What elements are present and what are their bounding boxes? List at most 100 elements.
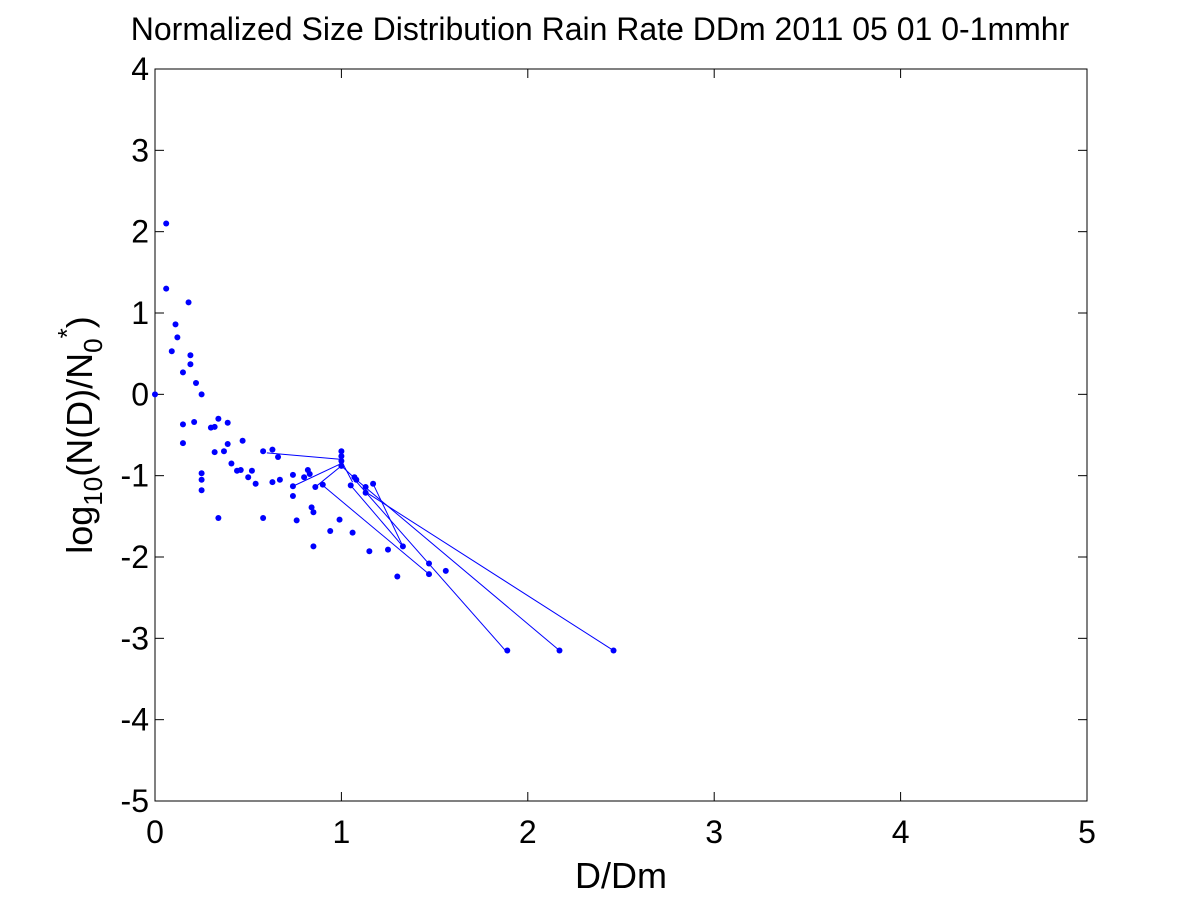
x-tick-label-1: 1 <box>333 814 351 850</box>
data-point-39 <box>289 471 296 478</box>
data-point-52 <box>336 516 343 523</box>
data-point-25 <box>224 440 231 447</box>
data-point-37 <box>275 453 282 460</box>
chart-title: Normalized Size Distribution Rain Rate D… <box>131 11 1070 47</box>
data-point-61 <box>362 484 369 491</box>
data-point-65 <box>385 546 391 553</box>
data-point-45 <box>306 471 313 478</box>
data-point-60 <box>353 476 360 483</box>
y-axis-label-middle: (N(D)/N <box>59 353 100 477</box>
data-point-20 <box>211 449 218 456</box>
x-tick-label-4: 4 <box>892 814 910 850</box>
data-point-64 <box>370 480 377 487</box>
data-point-56 <box>338 462 345 469</box>
x-tick-label-5: 5 <box>1078 814 1096 850</box>
y-tick-label-8: 3 <box>131 132 149 168</box>
y-axis-label-n-superscript: * <box>52 328 82 338</box>
y-tick-label-1: -4 <box>121 702 149 738</box>
x-tick-label-0: 0 <box>146 814 164 850</box>
data-point-31 <box>248 467 255 474</box>
data-point-33 <box>260 448 267 455</box>
data-point-67 <box>399 543 406 550</box>
data-point-63 <box>366 548 373 555</box>
data-point-14 <box>198 391 205 398</box>
data-point-17 <box>198 487 205 494</box>
x-tick-label-2: 2 <box>519 814 537 850</box>
data-point-9 <box>185 299 192 306</box>
data-point-68 <box>426 560 433 567</box>
axis-ticks <box>154 68 1088 802</box>
series-line-2 <box>314 465 342 488</box>
data-point-2 <box>163 285 170 292</box>
series-line-9 <box>322 485 430 575</box>
data-point-29 <box>239 437 246 444</box>
y-tick-label-5: 0 <box>131 376 149 412</box>
data-point-23 <box>220 448 227 455</box>
plot-area <box>154 68 1088 802</box>
data-point-43 <box>301 474 308 481</box>
data-point-30 <box>245 474 252 481</box>
data-point-66 <box>394 573 401 580</box>
data-point-4 <box>172 321 179 328</box>
data-point-12 <box>191 418 198 425</box>
data-point-72 <box>556 647 563 654</box>
data-point-32 <box>252 480 259 487</box>
data-point-53 <box>338 448 345 455</box>
y-tick-label-0: -5 <box>121 783 149 819</box>
data-point-40 <box>289 483 296 490</box>
data-point-1 <box>163 220 170 227</box>
data-point-11 <box>187 352 194 359</box>
series-line-0 <box>266 452 342 460</box>
data-point-51 <box>327 527 334 534</box>
series-points <box>152 220 617 654</box>
data-point-55 <box>338 458 345 465</box>
data-point-22 <box>215 514 222 521</box>
data-point-71 <box>504 647 511 654</box>
series-line-1 <box>292 463 342 487</box>
data-point-24 <box>224 419 231 426</box>
data-point-7 <box>179 421 186 428</box>
data-point-49 <box>312 484 319 491</box>
data-point-57 <box>347 482 354 489</box>
x-tick-labels: 0 1 2 3 4 5 <box>146 814 1096 850</box>
data-point-19 <box>211 423 218 430</box>
data-point-35 <box>269 446 276 453</box>
y-tick-label-9: 4 <box>131 51 149 87</box>
data-point-62 <box>362 489 369 496</box>
data-point-42 <box>293 517 300 524</box>
data-point-73 <box>610 647 617 654</box>
data-point-38 <box>276 476 283 483</box>
data-point-10 <box>187 361 194 368</box>
y-axis-label-prefix: log <box>59 506 100 554</box>
data-point-48 <box>310 543 317 550</box>
data-point-58 <box>349 529 356 536</box>
data-point-16 <box>198 476 205 483</box>
data-point-5 <box>174 334 181 341</box>
series-line-8 <box>372 483 404 547</box>
data-point-21 <box>215 415 222 422</box>
y-axis-label-suffix: ) <box>59 316 100 328</box>
data-point-47 <box>310 509 317 516</box>
y-tick-label-7: 2 <box>131 214 149 250</box>
data-point-6 <box>179 369 186 376</box>
y-tick-label-2: -3 <box>121 620 149 656</box>
y-axis-label-subscript: 10 <box>78 477 108 506</box>
data-point-41 <box>289 493 296 499</box>
data-point-8 <box>179 440 186 447</box>
x-tick-label-3: 3 <box>705 814 723 850</box>
x-axis-label: D/Dm <box>575 855 667 896</box>
data-point-26 <box>228 460 235 467</box>
data-point-28 <box>237 466 244 473</box>
data-point-0 <box>152 391 158 398</box>
data-point-34 <box>260 514 267 521</box>
data-point-50 <box>319 481 326 488</box>
data-point-15 <box>198 470 205 477</box>
data-point-70 <box>442 567 449 574</box>
data-point-13 <box>193 379 200 386</box>
y-axis-label: log10(N(D)/N0*) <box>52 316 108 554</box>
y-tick-label-6: 1 <box>131 295 149 331</box>
data-point-46 <box>308 504 315 511</box>
data-point-3 <box>168 348 175 355</box>
y-tick-label-3: -2 <box>121 539 149 575</box>
